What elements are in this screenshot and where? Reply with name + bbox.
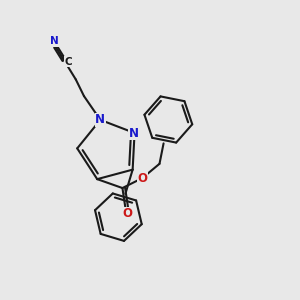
Text: N: N xyxy=(50,36,58,46)
Text: O: O xyxy=(122,207,132,220)
Text: N: N xyxy=(95,113,105,126)
Text: C: C xyxy=(64,57,72,67)
Text: N: N xyxy=(129,127,139,140)
Text: O: O xyxy=(137,172,147,184)
